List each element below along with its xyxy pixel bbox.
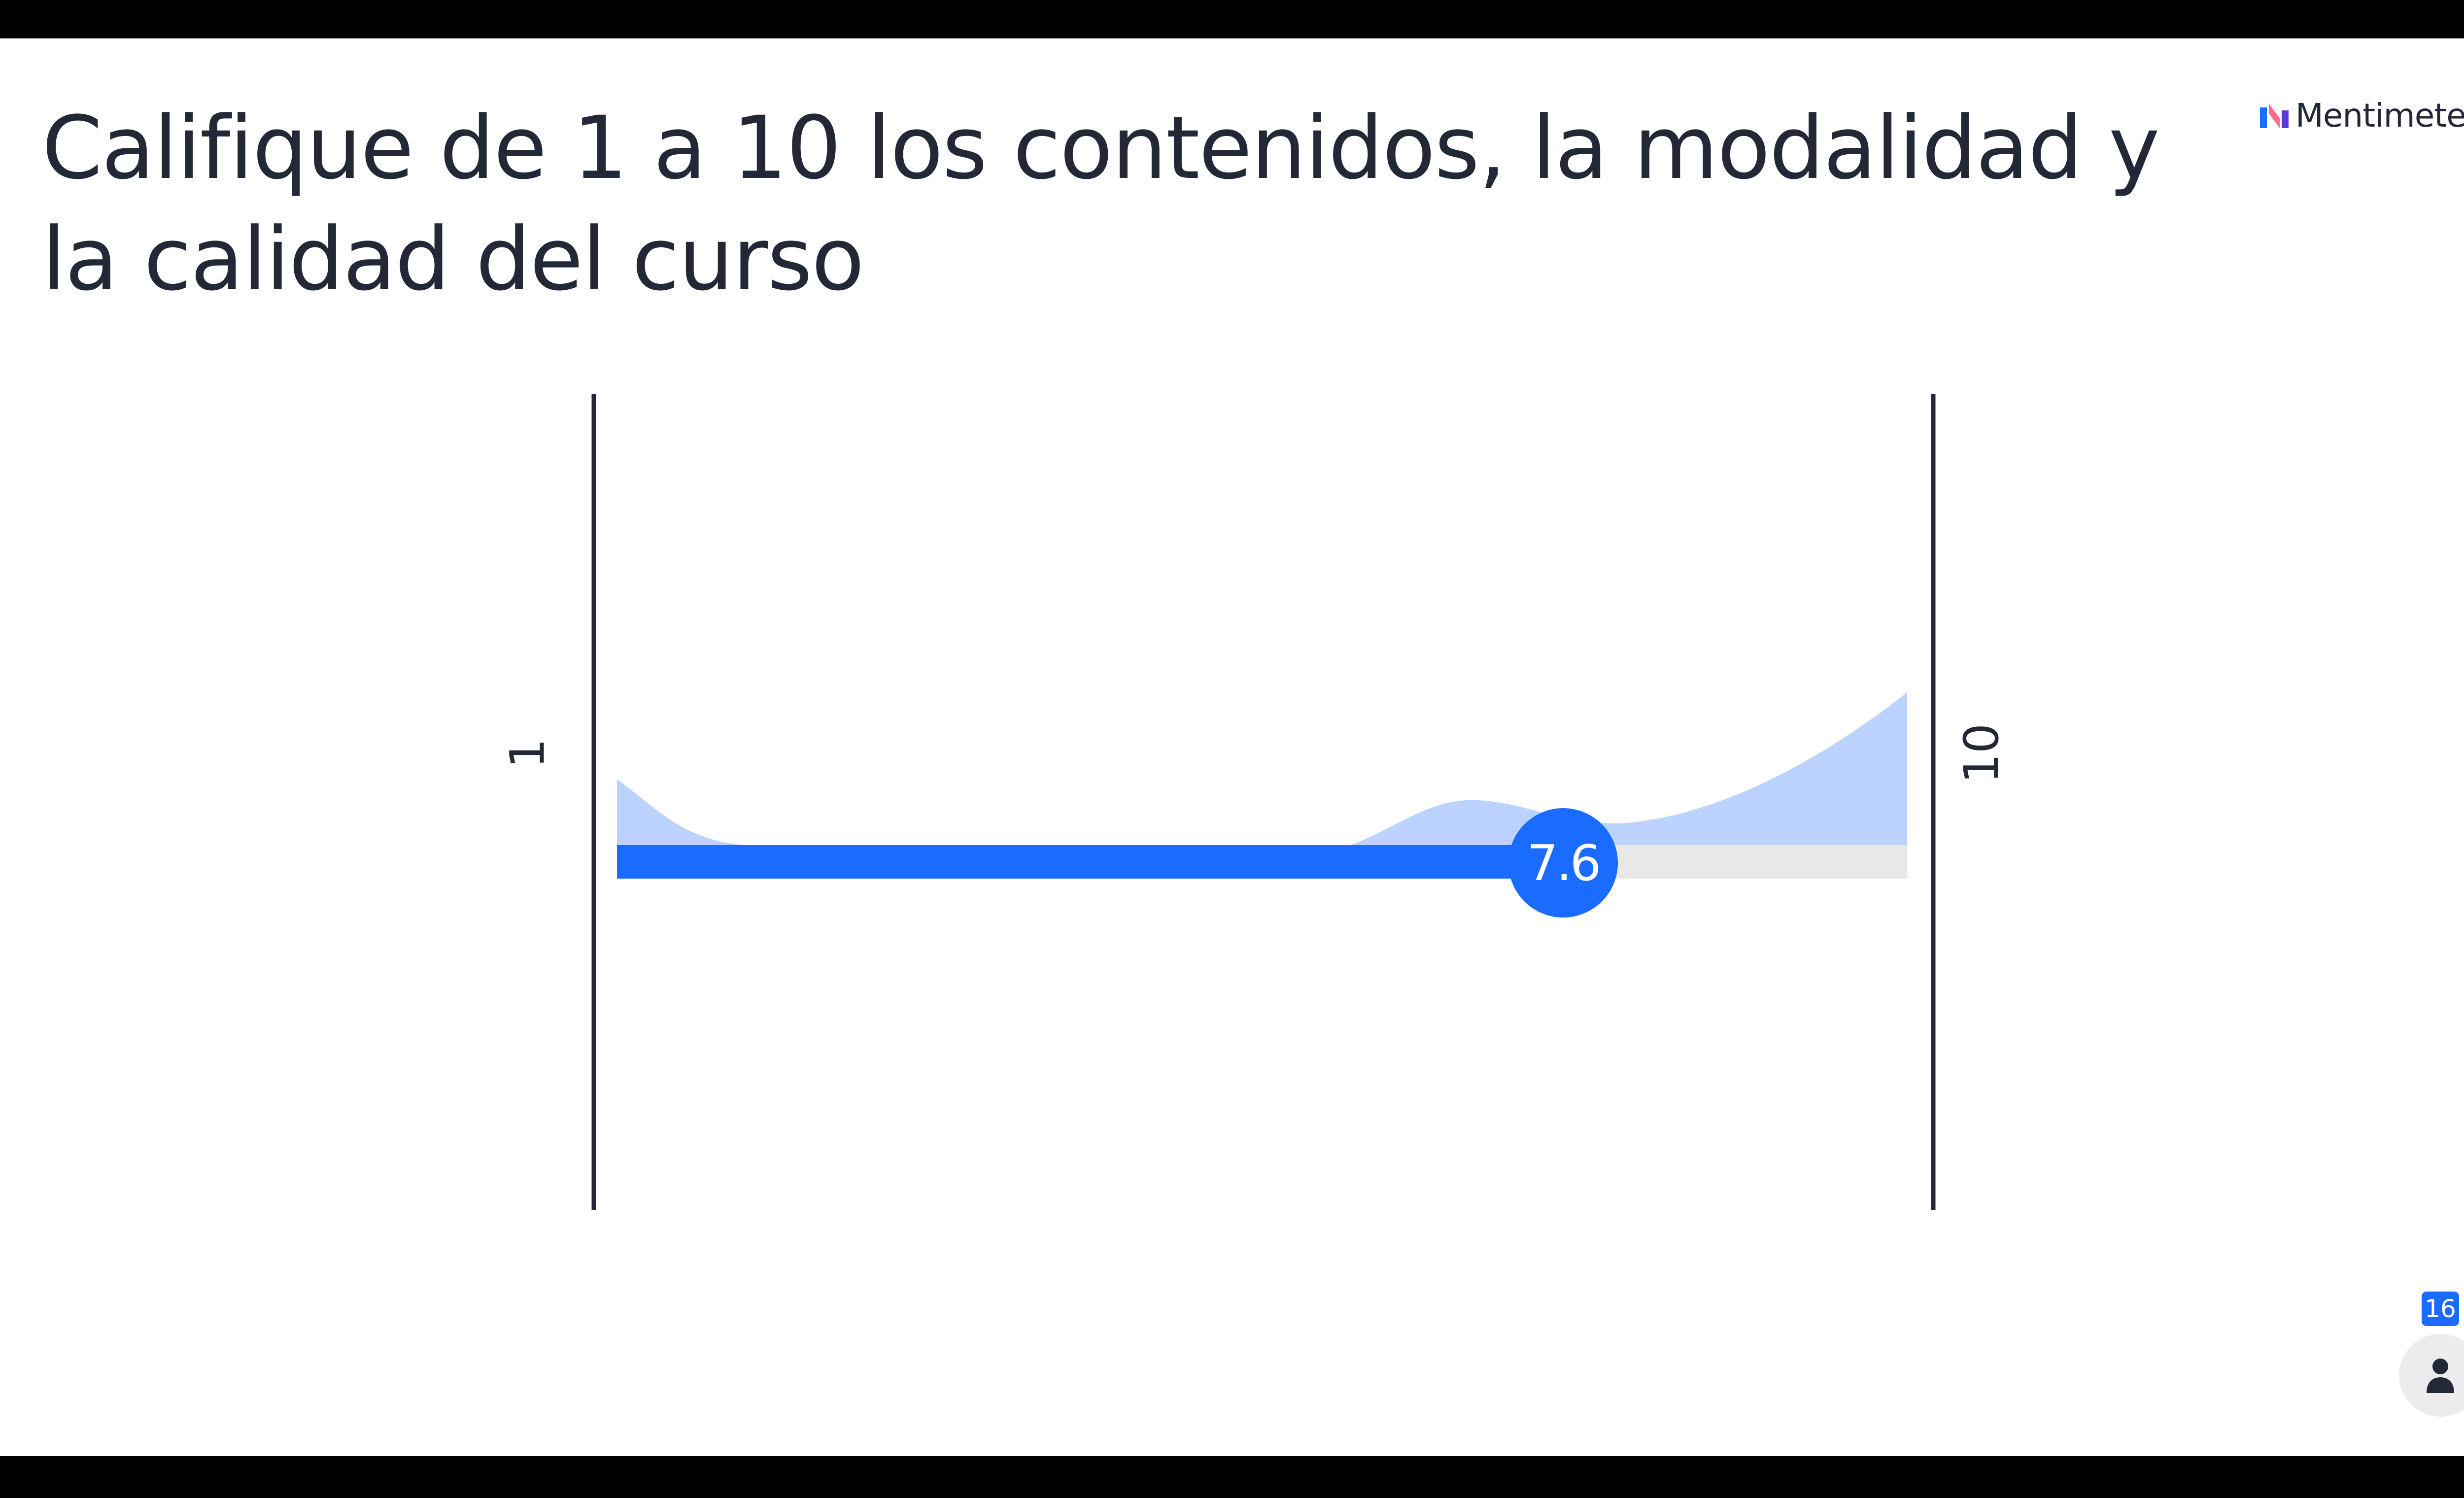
- letterbox-top: [0, 0, 2464, 38]
- participants-button[interactable]: [2399, 1334, 2464, 1417]
- slide: Califique de 1 a 10 los contenidos, la m…: [0, 38, 2464, 1456]
- letterbox-bottom: [0, 1456, 2464, 1498]
- average-badge: 7.6: [1508, 808, 1618, 918]
- scale-fill-bar: [617, 845, 1563, 879]
- mentimeter-logo-icon: [2259, 103, 2289, 128]
- slide-title: Califique de 1 a 10 los contenidos, la m…: [42, 98, 2160, 310]
- mentimeter-logo: Mentimeter: [2259, 97, 2464, 135]
- brand-name: Mentimeter: [2295, 97, 2464, 135]
- scale-min-label: 1: [500, 738, 555, 769]
- participants-indicator[interactable]: 16: [2399, 1292, 2464, 1417]
- response-distribution: [617, 692, 1907, 845]
- participant-count-badge: 16: [2422, 1292, 2459, 1326]
- person-icon: [2427, 1359, 2454, 1393]
- scale-max-label: 10: [1954, 723, 2010, 784]
- scale-chart: [591, 394, 1936, 1210]
